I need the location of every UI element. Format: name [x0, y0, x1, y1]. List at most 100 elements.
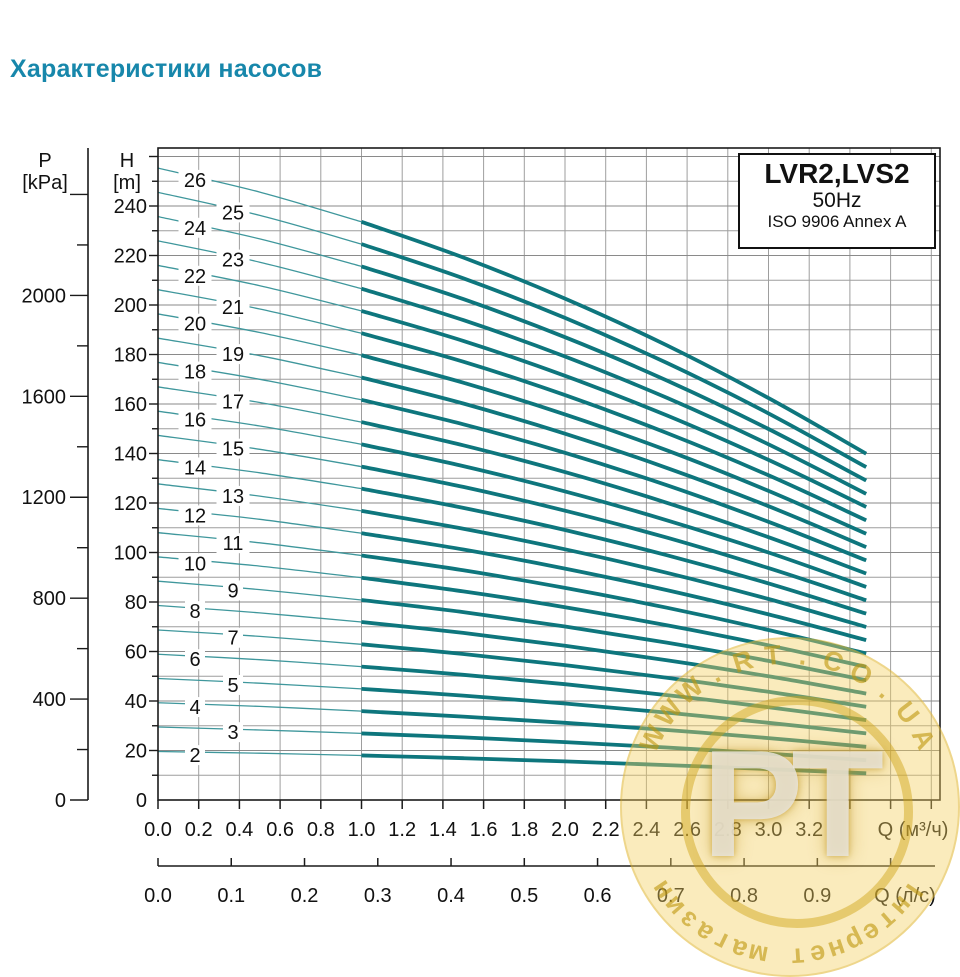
- pump-curve-thin-23: [158, 240, 362, 290]
- curve-label-6: 6: [189, 649, 200, 671]
- curve-label-bg: [178, 553, 212, 574]
- curve-label-bg: [178, 361, 212, 382]
- pump-curve-thin-17: [158, 386, 362, 423]
- curve-label-20: 20: [184, 314, 206, 336]
- pump-curves: [158, 167, 868, 776]
- curve-label-bg: [178, 505, 212, 526]
- curve-label-3: 3: [227, 722, 238, 744]
- curve-label-bg: [216, 485, 250, 506]
- flow-axis-tick-label: 1.8: [510, 819, 538, 841]
- pressure-axis-header: P [kPa]: [17, 150, 73, 194]
- curve-label-bg: [216, 391, 250, 412]
- pump-curve-23: [360, 286, 868, 496]
- head-axis-unit: [m]: [113, 172, 141, 194]
- curve-label-22: 22: [184, 266, 206, 288]
- pump-curve-thin-4: [158, 702, 362, 712]
- pump-curve-24: [360, 264, 868, 483]
- head-axis-tick-label: 240: [114, 196, 147, 218]
- head-axis-tick-label: 140: [114, 444, 147, 466]
- curve-label-bg: [178, 217, 212, 238]
- curve-label-7: 7: [227, 628, 238, 650]
- head-axis-tick-label: 0: [136, 790, 147, 812]
- flow-ls-tick-label: 0.8: [730, 885, 758, 907]
- curve-label-18: 18: [184, 362, 206, 384]
- flow-ls-axis-title: Q (л/с): [874, 885, 936, 907]
- page-title: Характеристики насосов: [10, 55, 323, 83]
- pump-curve-5: [361, 686, 867, 736]
- pump-curve-thin-7: [158, 629, 362, 645]
- pressure-axis-tick-label: 2000: [22, 285, 67, 307]
- head-axis-tick-label: 80: [125, 592, 147, 614]
- flow-m3h-axis-title: Q (м³/ч): [878, 819, 949, 841]
- pump-curve-7: [361, 642, 867, 709]
- pressure-axis-tick-label: 1600: [22, 386, 67, 408]
- curve-label-21: 21: [222, 297, 244, 319]
- pump-curve-thin-3: [158, 726, 362, 735]
- pump-curve-thin-13: [158, 483, 362, 512]
- curve-label-bg: [223, 722, 243, 743]
- head-axis-tick-label: 180: [114, 345, 147, 367]
- pump-curve-26: [360, 220, 868, 456]
- pump-curve-thin-15: [158, 434, 362, 468]
- curve-label-bg: [185, 697, 205, 718]
- pump-curve-6: [361, 664, 867, 722]
- flow-axis-tick-label: 2.0: [551, 819, 579, 841]
- flow-ls-tick-label: 0.7: [657, 885, 685, 907]
- pump-curve-13: [361, 509, 867, 629]
- curve-label-bg: [178, 265, 212, 286]
- flow-axis-tick-label: 1.2: [388, 819, 416, 841]
- pump-curve-21: [360, 331, 867, 523]
- curve-label-5: 5: [227, 675, 238, 697]
- head-axis-tick-label: 100: [114, 543, 147, 565]
- curve-label-10: 10: [184, 553, 206, 575]
- flow-axis-tick-label: 2.2: [592, 819, 620, 841]
- curve-label-bg: [216, 249, 250, 270]
- pump-curve-16: [361, 442, 867, 589]
- pump-curve-thin-25: [158, 191, 362, 245]
- curve-label-12: 12: [184, 505, 206, 527]
- pump-curve-thin-5: [158, 677, 362, 690]
- pump-curve-15: [361, 464, 867, 603]
- flow-axis-tick-label: 0.4: [225, 819, 253, 841]
- pump-curve-22: [360, 309, 868, 509]
- pump-curve-4: [361, 709, 867, 749]
- flow-axis-tick-label: 2.8: [714, 819, 742, 841]
- pump-curve-thin-21: [158, 289, 362, 334]
- axes: 0.0 0.2 0.4 0.6 0.8 1.0 1.2 1.4 1.6 1.8 2.0 2.2 2.4 2…: [22, 147, 949, 907]
- flow-axis-tick-label: 3.0: [755, 819, 783, 841]
- pressure-axis-name: P: [38, 150, 52, 172]
- pressure-axis-unit: [kPa]: [22, 172, 68, 194]
- curve-label-9: 9: [227, 580, 238, 602]
- flow-ls-tick-label: 0.2: [291, 885, 319, 907]
- head-axis-tick-label: 160: [114, 394, 147, 416]
- flow-ls-tick-label: 0.9: [803, 885, 831, 907]
- pump-curve-10: [361, 575, 867, 669]
- pump-curve-17: [361, 420, 867, 576]
- curve-label-19: 19: [222, 344, 244, 366]
- curve-label-bg: [216, 202, 250, 223]
- curve-label-11: 11: [223, 533, 244, 555]
- curve-label-bg: [216, 533, 250, 554]
- pump-curve-18: [361, 397, 867, 563]
- pump-model-label: LVR2,LVS2: [764, 158, 910, 189]
- flow-axis-tick-label: 1.0: [348, 819, 376, 841]
- flow-axis-tick-label: 0.0: [144, 819, 172, 841]
- curve-label-26: 26: [184, 170, 206, 192]
- curve-label-bg: [216, 296, 250, 317]
- pump-curve-25: [360, 242, 868, 469]
- pump-curve-3: [361, 731, 867, 763]
- curve-label-bg: [223, 627, 243, 648]
- pump-curve-thin-8: [158, 604, 362, 623]
- curve-label-14: 14: [184, 457, 206, 479]
- flow-axis-tick-label: 1.4: [429, 819, 457, 841]
- curve-label-2: 2: [189, 745, 200, 767]
- curve-label-bg: [185, 649, 205, 670]
- head-axis-tick-label: 200: [114, 295, 147, 317]
- pump-curve-19: [361, 375, 867, 549]
- curve-label-bg: [185, 745, 205, 766]
- curve-label-23: 23: [222, 250, 244, 272]
- curve-label-24: 24: [184, 218, 206, 240]
- curve-label-16: 16: [184, 410, 206, 432]
